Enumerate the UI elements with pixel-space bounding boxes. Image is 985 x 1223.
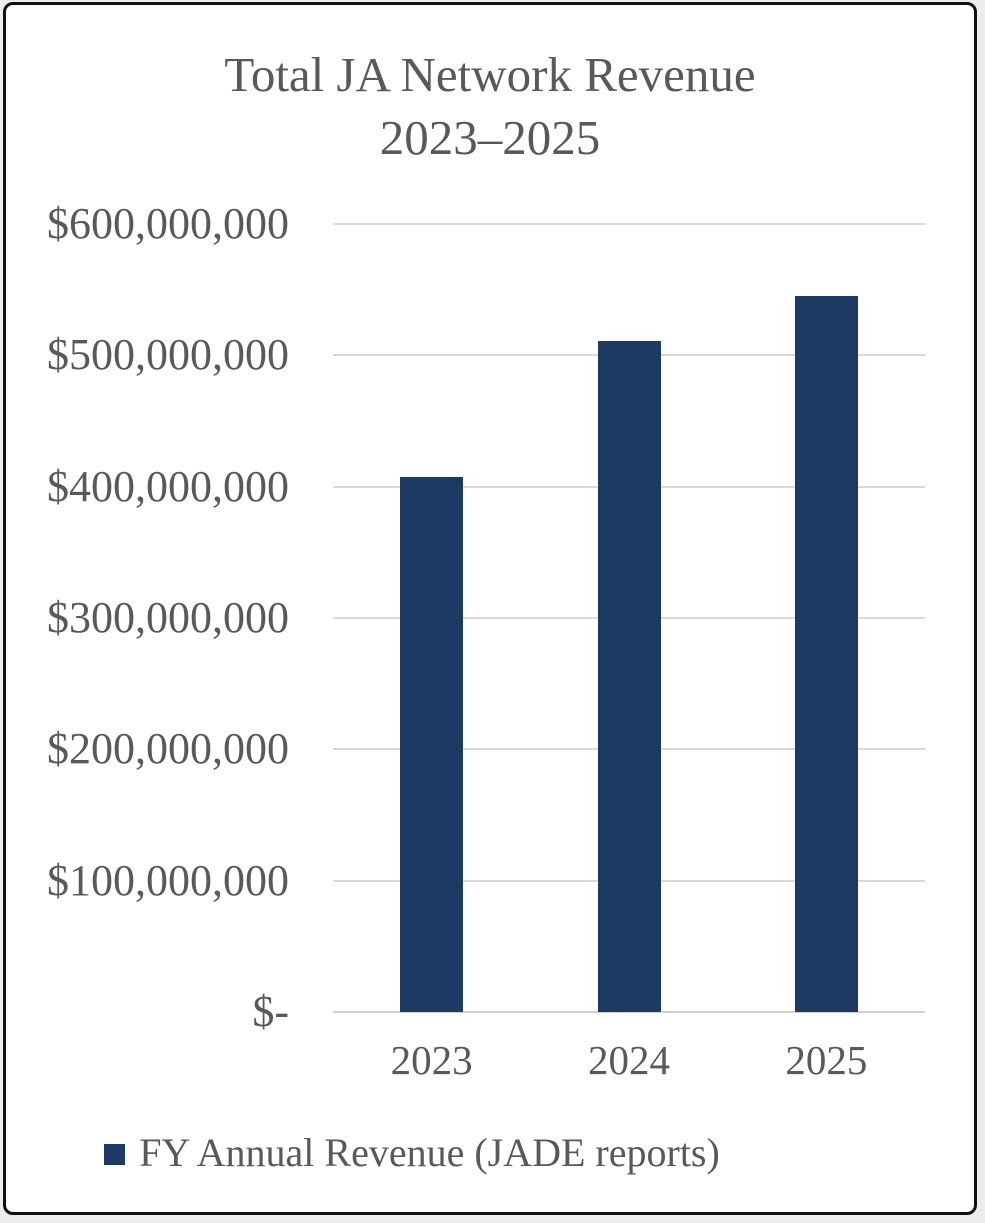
x-axis-line [333,1011,925,1013]
y-tick-label: $600,000,000 [47,199,289,248]
bar-2023 [400,477,464,1012]
gridline [333,223,925,225]
legend-label: FY Annual Revenue (JADE reports) [139,1130,720,1175]
chart-title-line1: Total JA Network Revenue [224,47,756,102]
plot-area [333,223,925,1013]
y-tick-label: $400,000,000 [47,461,289,511]
bar-2024 [597,340,661,1012]
y-tick-label: $100,000,000 [47,855,289,905]
y-tick-label: $500,000,000 [47,330,289,380]
y-axis-labels: $600,000,000 $500,000,000 $400,000,000 $300… [6,5,289,1212]
chart-title-line2: 2023–2025 [379,110,601,165]
legend: FY Annual Revenue (JADE reports) [6,1131,974,1175]
x-tick-label: 2024 [587,1037,670,1083]
bar-2025 [794,296,858,1012]
y-tick-label: $300,000,000 [47,593,289,642]
chart-card: Total JA Network Revenue 2023–2025 $600,… [3,2,977,1215]
x-axis-labels: 2023 2024 2025 [333,1035,925,1085]
chart-title: Total JA Network Revenue 2023–2025 [6,43,974,169]
y-tick-label: $200,000,000 [47,724,289,774]
y-tick-label: $- [252,987,289,1036]
x-tick-label: 2025 [785,1037,868,1083]
legend-swatch-icon [104,1144,126,1165]
x-tick-label: 2023 [390,1037,473,1083]
